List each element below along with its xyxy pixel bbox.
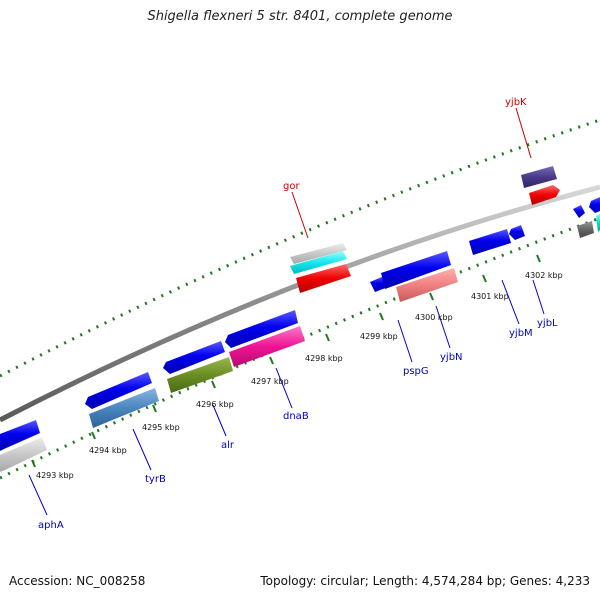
gene-labels-bottom: aphA tyrB alr dnaB pspG yjbN yjbM yjbL [38, 318, 558, 531]
cds-yjbL[interactable] [573, 205, 585, 218]
tick-label: 4301 kbp [471, 292, 509, 301]
cds-right-edge[interactable] [589, 197, 600, 213]
tick-labels: 4293 kbp 4294 kbp 4295 kbp 4296 kbp 4297… [36, 271, 563, 480]
cds-dnaB-upper[interactable] [225, 310, 298, 348]
cds-yjbM[interactable] [469, 229, 511, 255]
tick-label: 4298 kbp [305, 354, 343, 363]
feature-gor-cyan[interactable] [290, 251, 347, 274]
feature-track-cds [0, 197, 600, 451]
tick-label: 4294 kbp [89, 446, 127, 455]
gene-label-yjbN[interactable]: yjbN [440, 352, 463, 363]
feature-gray-left[interactable] [0, 437, 47, 472]
feature-dark-gray[interactable] [577, 221, 594, 238]
feature-teal[interactable] [596, 214, 600, 232]
gene-label-yjbK[interactable]: yjbK [505, 97, 527, 108]
tick-label: 4293 kbp [36, 471, 74, 480]
genome-summary-text: Topology: circular; Length: 4,574,284 bp… [260, 574, 590, 588]
feature-track-outer [0, 166, 600, 472]
feature-alr-olive[interactable] [167, 357, 233, 393]
cds-yjbM-small[interactable] [509, 225, 525, 240]
gene-labels-top: gor yjbK [283, 97, 527, 192]
tick-label: 4295 kbp [142, 423, 180, 432]
cds-yjbN[interactable] [381, 251, 451, 289]
feature-yjbK-purple[interactable] [521, 166, 557, 188]
gene-label-yjbM[interactable]: yjbM [509, 328, 533, 339]
feature-yjbN-salmon[interactable] [396, 268, 458, 302]
cds-tyrB-upper[interactable] [85, 372, 152, 409]
tick-label: 4302 kbp [525, 271, 563, 280]
feature-track-inner [89, 268, 458, 428]
genome-title: Shigella flexneri 5 str. 8401, complete … [147, 9, 453, 24]
gene-label-tyrB[interactable]: tyrB [145, 474, 166, 485]
feature-yjbK-red[interactable] [529, 185, 560, 205]
tick-label: 4296 kbp [196, 400, 234, 409]
tick-label: 4297 kbp [251, 377, 289, 386]
gene-label-dnaB[interactable]: dnaB [283, 411, 309, 422]
label-leaders [28, 107, 545, 516]
feature-gor-red[interactable] [296, 264, 351, 293]
gene-label-alr[interactable]: alr [221, 440, 235, 451]
gene-label-aphA[interactable]: aphA [38, 520, 64, 531]
gene-label-yjbL[interactable]: yjbL [537, 318, 558, 329]
cds-alr-upper[interactable] [163, 341, 225, 374]
feature-gor-gray[interactable] [290, 243, 347, 264]
genome-backbone [0, 184, 600, 423]
cds-left-edge[interactable] [0, 420, 40, 451]
tick-label: 4299 kbp [360, 332, 398, 341]
gene-label-pspG[interactable]: pspG [403, 366, 429, 377]
tick-label: 4300 kbp [415, 313, 453, 322]
major-ticks [31, 254, 541, 468]
feature-tyrB-steel[interactable] [89, 388, 159, 428]
gene-label-gor[interactable]: gor [283, 181, 300, 192]
accession-text: Accession: NC_008258 [9, 574, 146, 588]
feature-dnaB-pink[interactable] [229, 326, 305, 367]
